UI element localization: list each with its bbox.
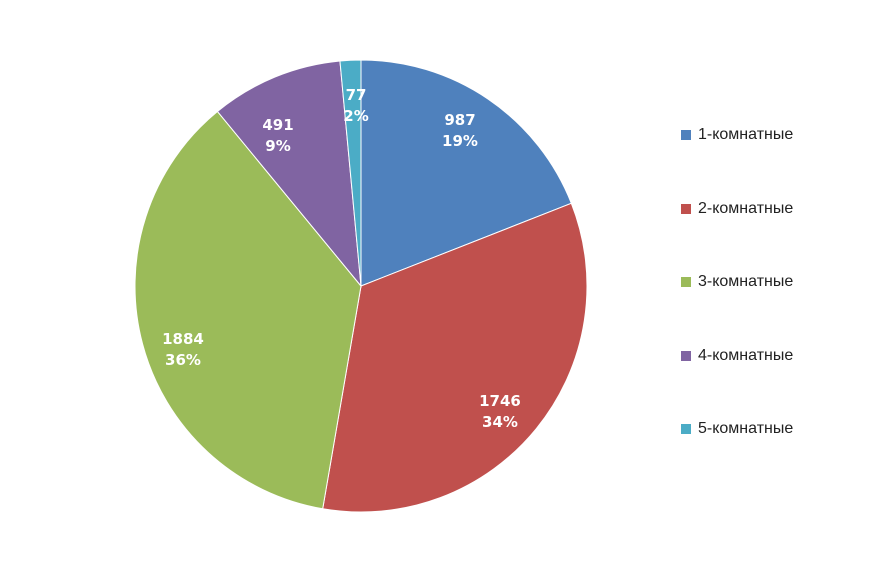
legend-swatch xyxy=(681,203,691,214)
pie-slice-3 xyxy=(134,110,362,510)
legend-label: 5-комнатные xyxy=(698,420,794,437)
legend-item-1: 1-комнатные xyxy=(681,123,793,147)
data-label-value-3: 1884 xyxy=(162,330,204,348)
legend-swatch xyxy=(681,424,691,434)
legend-swatch xyxy=(681,277,691,287)
legend-item-5: 5-комнатные xyxy=(681,417,793,441)
pie-slices xyxy=(134,59,588,513)
legend-item-2: 2-комнатные xyxy=(681,197,793,221)
pie-slice-2 xyxy=(322,202,588,513)
legend-label: 4-комнатные xyxy=(698,346,794,364)
legend-label: 3-комнатные xyxy=(698,273,794,290)
legend-item-3: 3-комнатные xyxy=(681,270,793,294)
pie-slice-1 xyxy=(360,59,572,287)
data-label-value-1: 987 xyxy=(444,111,475,129)
pie-data-labels: 987 19% 1746 34% 1884 36% 491 9% 77 2% xyxy=(162,86,521,431)
data-label-value-5: 77 xyxy=(346,86,367,104)
pie-slice-4 xyxy=(216,60,362,288)
chart-legend: 1-комнатные 2-комнатные 3-комнатные 4-комна… xyxy=(681,123,793,491)
legend-label: 2-комнатные xyxy=(698,199,794,217)
legend-item-4: 4-комнатные xyxy=(681,344,793,368)
data-label-percent-4: 9% xyxy=(265,137,290,155)
legend-swatch xyxy=(681,350,691,361)
pie-slice-5 xyxy=(339,59,362,287)
legend-label: 1-комнатные xyxy=(698,126,794,143)
data-label-value-2: 1746 xyxy=(479,392,521,410)
legend-swatch xyxy=(681,130,691,140)
data-label-percent-1: 19% xyxy=(442,132,478,150)
data-label-value-4: 491 xyxy=(262,116,293,134)
data-label-percent-5: 2% xyxy=(343,107,368,125)
data-label-percent-3: 36% xyxy=(165,351,201,369)
data-label-percent-2: 34% xyxy=(482,413,518,431)
